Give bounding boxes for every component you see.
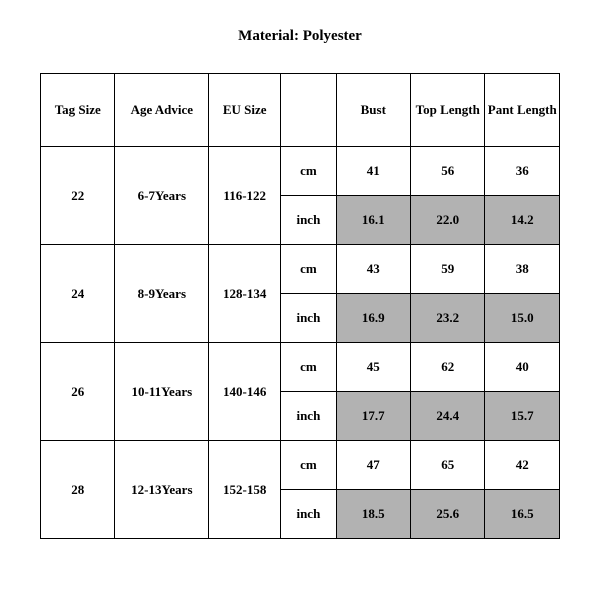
page-title: Material: Polyester (40, 28, 560, 45)
cell-unit: inch (281, 294, 336, 343)
col-bust: Bust (336, 74, 410, 147)
cell-tag: 22 (41, 147, 115, 245)
cell-tag: 26 (41, 343, 115, 441)
cell-pant: 40 (485, 343, 560, 392)
cell-eu: 116-122 (209, 147, 281, 245)
cell-pant: 38 (485, 245, 560, 294)
cell-bust: 45 (336, 343, 410, 392)
cell-pant: 14.2 (485, 196, 560, 245)
col-pant: Pant Length (485, 74, 560, 147)
cell-pant: 15.0 (485, 294, 560, 343)
cell-unit: inch (281, 196, 336, 245)
cell-top: 24.4 (411, 392, 485, 441)
table-row: 22 6-7Years 116-122 cm 41 56 36 (41, 147, 560, 196)
cell-eu: 128-134 (209, 245, 281, 343)
table-row: 26 10-11Years 140-146 cm 45 62 40 (41, 343, 560, 392)
cell-pant: 42 (485, 441, 560, 490)
cell-pant: 36 (485, 147, 560, 196)
cell-top: 62 (411, 343, 485, 392)
cell-top: 56 (411, 147, 485, 196)
cell-unit: cm (281, 245, 336, 294)
cell-top: 23.2 (411, 294, 485, 343)
cell-age: 8-9Years (115, 245, 209, 343)
cell-tag: 28 (41, 441, 115, 539)
cell-bust: 41 (336, 147, 410, 196)
col-age: Age Advice (115, 74, 209, 147)
cell-age: 6-7Years (115, 147, 209, 245)
col-eu: EU Size (209, 74, 281, 147)
col-unit (281, 74, 336, 147)
cell-age: 12-13Years (115, 441, 209, 539)
col-top: Top Length (411, 74, 485, 147)
cell-unit: cm (281, 441, 336, 490)
cell-unit: inch (281, 490, 336, 539)
cell-bust: 17.7 (336, 392, 410, 441)
cell-pant: 15.7 (485, 392, 560, 441)
cell-age: 10-11Years (115, 343, 209, 441)
cell-eu: 152-158 (209, 441, 281, 539)
header-row: Tag Size Age Advice EU Size Bust Top Len… (41, 74, 560, 147)
cell-top: 25.6 (411, 490, 485, 539)
cell-top: 59 (411, 245, 485, 294)
cell-bust: 16.1 (336, 196, 410, 245)
cell-unit: cm (281, 343, 336, 392)
cell-tag: 24 (41, 245, 115, 343)
cell-unit: cm (281, 147, 336, 196)
page: Material: Polyester Tag Size Age Advice … (0, 0, 600, 600)
cell-bust: 16.9 (336, 294, 410, 343)
cell-pant: 16.5 (485, 490, 560, 539)
cell-unit: inch (281, 392, 336, 441)
table-row: 24 8-9Years 128-134 cm 43 59 38 (41, 245, 560, 294)
cell-bust: 43 (336, 245, 410, 294)
col-tag: Tag Size (41, 74, 115, 147)
cell-bust: 47 (336, 441, 410, 490)
cell-eu: 140-146 (209, 343, 281, 441)
size-table: Tag Size Age Advice EU Size Bust Top Len… (40, 73, 560, 539)
cell-bust: 18.5 (336, 490, 410, 539)
table-row: 28 12-13Years 152-158 cm 47 65 42 (41, 441, 560, 490)
cell-top: 65 (411, 441, 485, 490)
cell-top: 22.0 (411, 196, 485, 245)
